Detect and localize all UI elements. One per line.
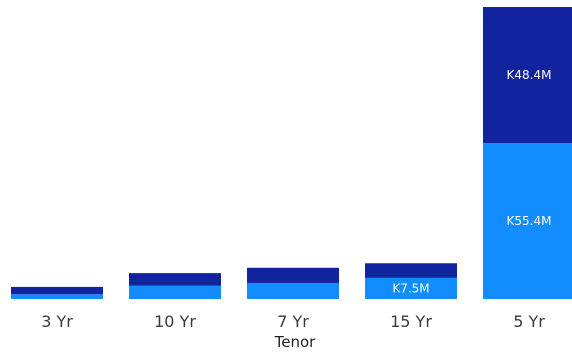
bar-7-yr-series-2[interactable] — [247, 267, 339, 283]
x-axis-title: Tenor — [274, 333, 317, 351]
x-tick-label: 7 Yr — [277, 312, 309, 331]
bar-3-yr-series-2[interactable] — [11, 286, 103, 295]
bar-10-yr-series-1[interactable] — [129, 285, 221, 299]
bar-10-yr-series-2[interactable] — [129, 273, 221, 286]
x-tick-label: 5 Yr — [513, 312, 545, 331]
bar-15-yr-series-2[interactable] — [365, 263, 457, 278]
x-tick-label: 15 Yr — [390, 312, 432, 331]
bar-15-yr-series-1[interactable] — [365, 277, 457, 299]
data-label: K48.4M — [507, 68, 552, 82]
bar-5-yr-series-2[interactable] — [483, 7, 572, 144]
bars-layer — [11, 7, 572, 299]
data-label: K55.4M — [507, 214, 552, 228]
bar-5-yr-series-1[interactable] — [483, 143, 572, 299]
data-label: K7.5M — [392, 281, 429, 295]
bar-3-yr-series-1[interactable] — [11, 294, 103, 299]
x-tick-label: 3 Yr — [41, 312, 73, 331]
x-axis-ticks: 3 Yr 10 Yr 7 Yr 15 Yr 5 Yr — [41, 312, 545, 331]
bar-7-yr-series-1[interactable] — [247, 282, 339, 299]
x-tick-label: 10 Yr — [154, 312, 196, 331]
data-labels-layer: K7.5M K55.4M K48.4M — [392, 68, 551, 295]
